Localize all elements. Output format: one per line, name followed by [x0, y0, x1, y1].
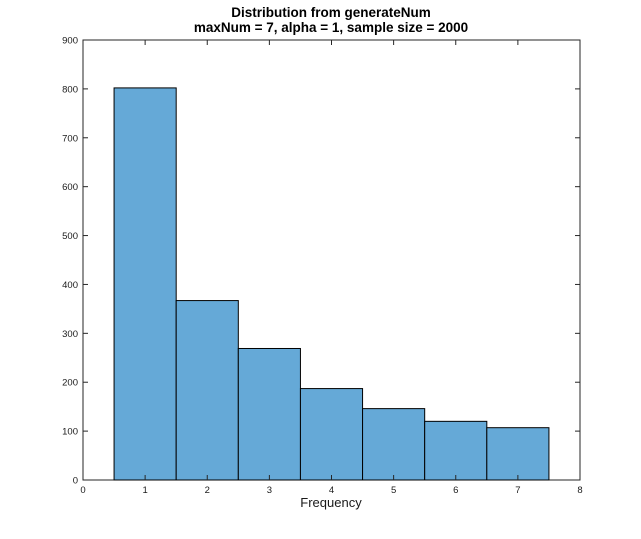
y-tick-label-0: 0 — [73, 476, 78, 487]
chart-subtitle: maxNum = 7, alpha = 1, sample size = 200… — [194, 20, 468, 35]
bar-6 — [424, 420, 488, 481]
x-tick-labels: 0 1 2 3 4 5 6 7 8 — [80, 485, 582, 496]
ticks-group — [82, 39, 581, 481]
x-tick-label-5: 5 — [391, 485, 396, 496]
y-tick-label-300: 300 — [62, 329, 78, 340]
chart-title: Distribution from generateNum — [231, 5, 431, 20]
x-tick-label-3: 3 — [267, 485, 272, 496]
bar-2 — [175, 300, 239, 481]
y-tick-label-600: 600 — [62, 182, 78, 193]
y-tick-label-200: 200 — [62, 378, 78, 389]
bar-7 — [486, 427, 550, 481]
bars-group — [113, 87, 550, 481]
x-tick-label-1: 1 — [142, 485, 147, 496]
y-tick-label-400: 400 — [62, 280, 78, 291]
x-tick-label-4: 4 — [329, 485, 334, 496]
x-tick-label-2: 2 — [205, 485, 210, 496]
y-tick-label-900: 900 — [62, 36, 78, 47]
x-axis-label: Frequency — [300, 495, 362, 510]
x-tick-label-0: 0 — [80, 485, 85, 496]
y-tick-label-800: 800 — [62, 84, 78, 95]
title: Distribution from generateNum maxNum = 7… — [194, 5, 468, 35]
y-tick-labels: 0 100 200 300 400 500 600 700 800 900 — [62, 36, 78, 487]
x-tick-label-6: 6 — [453, 485, 458, 496]
bar-4 — [299, 388, 364, 481]
x-tick-label-8: 8 — [577, 485, 582, 496]
bar-3 — [237, 347, 301, 481]
y-tick-label-700: 700 — [62, 133, 78, 144]
x-tick-label-7: 7 — [515, 485, 520, 496]
y-tick-label-500: 500 — [62, 231, 78, 242]
y-tick-label-100: 100 — [62, 427, 78, 438]
bar-5 — [362, 408, 426, 481]
bar-1 — [113, 87, 177, 481]
